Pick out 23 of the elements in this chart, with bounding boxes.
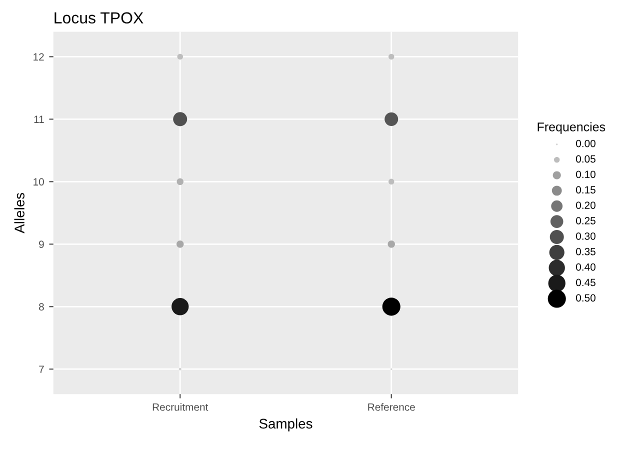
legend-label: 0.25	[576, 217, 596, 224]
y-tick-label: 7	[39, 366, 44, 373]
legend-label: 0.20	[576, 202, 596, 209]
x-tick-label: Recruitment	[152, 403, 208, 411]
y-tick-label: 11	[34, 116, 44, 123]
chart-title: Locus TPOX	[54, 12, 144, 24]
legend-label: 0.35	[576, 248, 596, 256]
legend-label: 0.05	[576, 155, 596, 163]
legend-label: 0.40	[576, 263, 596, 271]
legend-label: 0.50	[576, 294, 596, 302]
legend-label: 0.15	[576, 186, 596, 194]
legend-title: Frequencies	[538, 122, 606, 134]
y-tick-label: 12	[34, 53, 44, 60]
legend-label: 0.10	[576, 170, 596, 178]
x-tick-label: Reference	[368, 403, 415, 411]
y-tick-label: 8	[39, 303, 44, 311]
legend-label: 0.00	[576, 140, 596, 148]
y-axis-title: Alleles	[14, 192, 24, 234]
legend-label: 0.30	[576, 232, 596, 240]
y-tick-label: 9	[39, 240, 44, 248]
legend-label: 0.45	[576, 278, 596, 286]
x-axis-title: Samples	[259, 418, 312, 432]
y-tick-label: 10	[34, 178, 44, 186]
